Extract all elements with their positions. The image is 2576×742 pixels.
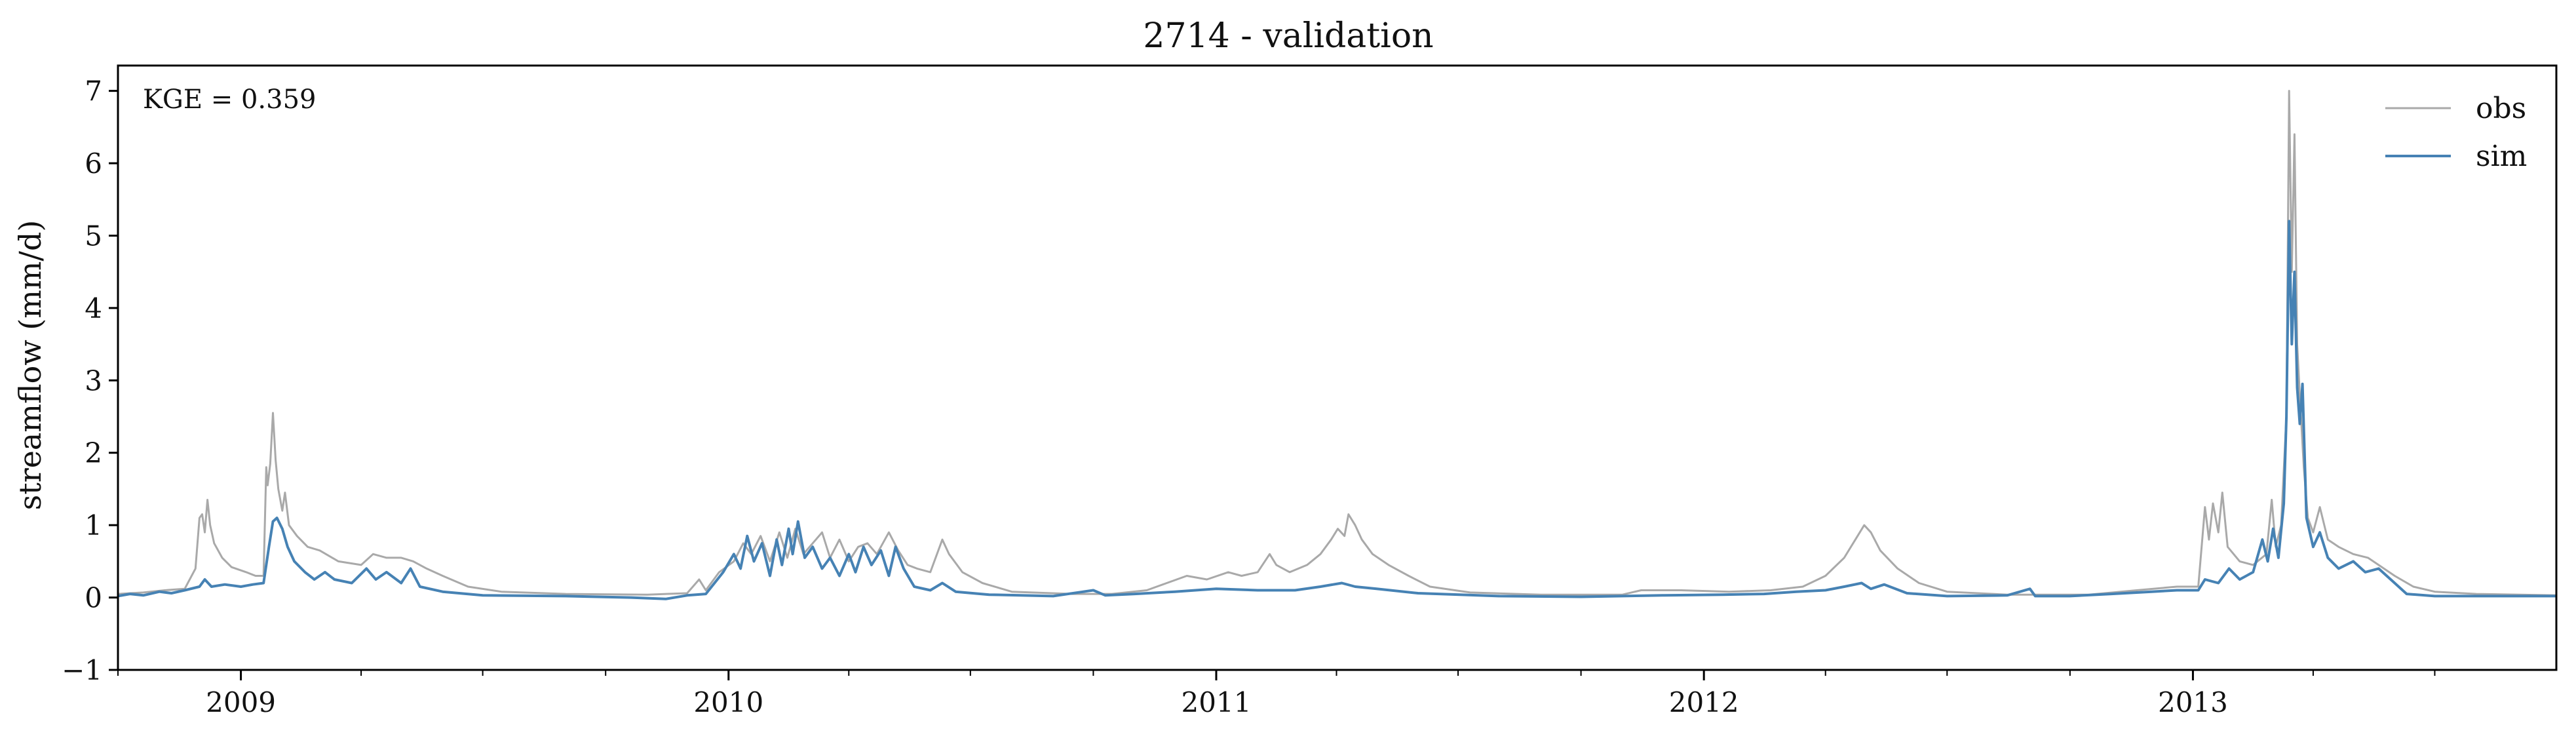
y-tick-label: 5 — [85, 220, 102, 252]
y-tick-label: 0 — [85, 582, 102, 614]
y-tick-label: 1 — [85, 509, 102, 541]
legend-label-obs: obs — [2476, 92, 2526, 125]
chart-title: 2714 - validation — [1143, 16, 1433, 56]
y-axis-ticks: −1 0 1 2 3 4 5 6 7 — [62, 75, 118, 686]
x-tick-label: 2009 — [206, 686, 276, 718]
y-tick-label: 7 — [85, 75, 102, 107]
y-tick-label: 2 — [85, 437, 102, 469]
x-tick-label: 2012 — [1669, 686, 1739, 718]
plot-area: −1 0 1 2 3 4 5 6 7 2009 2010 2011 2012 2013 KGE = 0.… — [62, 64, 2558, 718]
y-tick-label: 3 — [85, 364, 102, 397]
y-axis-label: streamflow (mm/d) — [12, 220, 48, 511]
x-tick-label: 2013 — [2158, 686, 2228, 718]
y-tick-label: 4 — [85, 292, 102, 324]
x-tick-label: 2010 — [693, 686, 763, 718]
y-tick-label: −1 — [62, 654, 102, 686]
plot-frame — [117, 64, 2558, 671]
y-tick-label: 6 — [85, 147, 102, 180]
series-layer — [117, 90, 2557, 600]
legend-label-sim: sim — [2476, 140, 2527, 173]
x-axis-ticks: 2009 2010 2011 2012 2013 — [117, 670, 2436, 718]
legend: obs sim — [2385, 92, 2527, 173]
x-tick-label: 2011 — [1182, 686, 1252, 718]
series-line-obs — [117, 90, 2557, 596]
kge-annotation: KGE = 0.359 — [143, 85, 317, 115]
series-line-sim — [117, 220, 2556, 600]
